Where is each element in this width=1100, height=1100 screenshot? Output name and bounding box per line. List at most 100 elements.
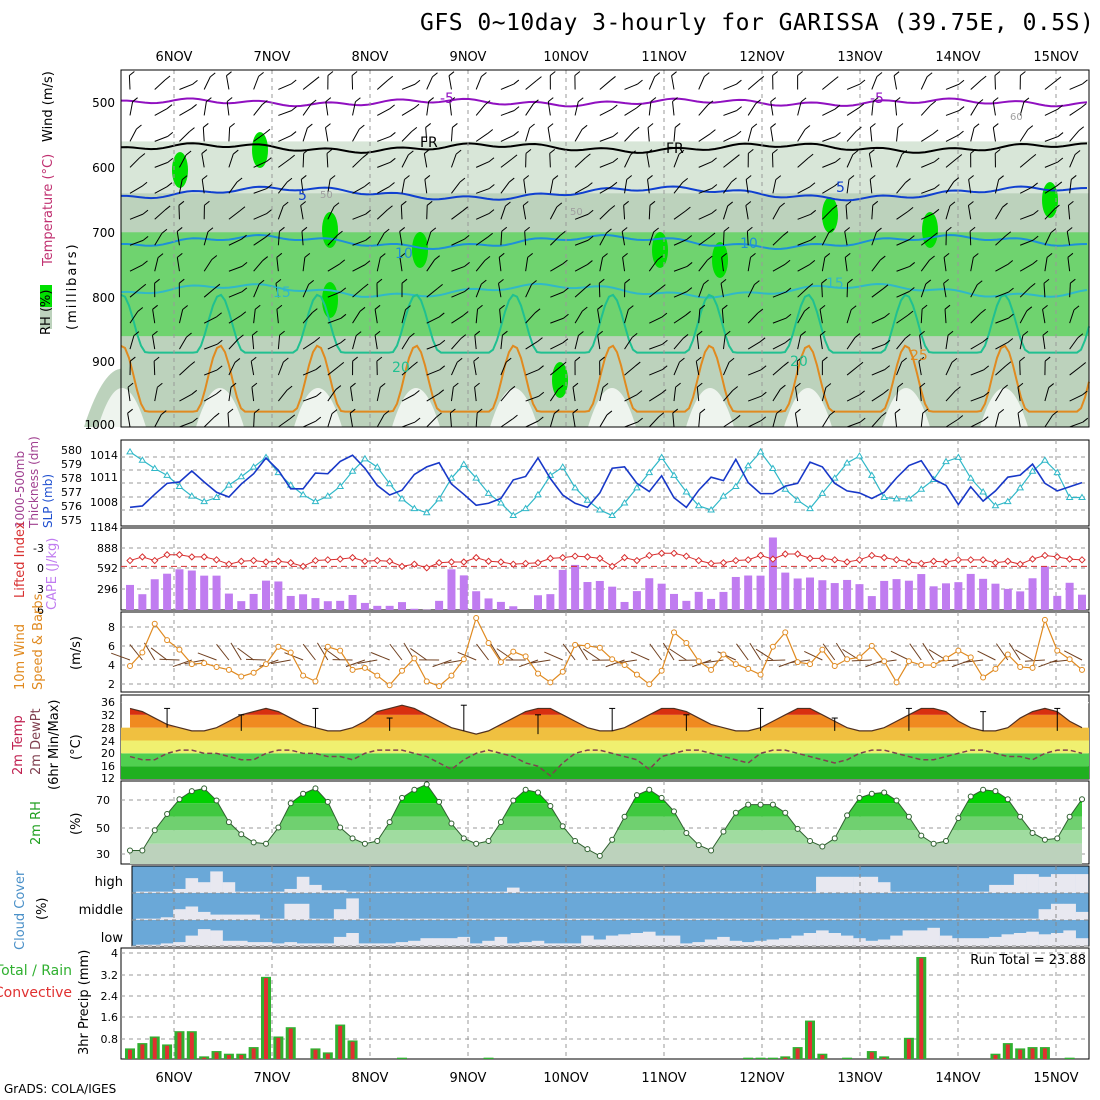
rh-marker	[547, 802, 554, 809]
wind-barb-flag	[453, 382, 459, 388]
wind-barb-aloft	[648, 259, 658, 272]
precip-conv-bar	[128, 1049, 132, 1059]
wind-barb-aloft	[846, 107, 860, 116]
wind-barb-aloft	[797, 129, 806, 142]
temp-band	[121, 766, 1089, 779]
wind-barb-aloft	[970, 257, 974, 272]
wind-barb-aloft	[374, 309, 378, 324]
wind-barb-aloft	[871, 392, 884, 402]
wind-barb-aloft	[1019, 101, 1025, 116]
wind-barb-aloft	[846, 421, 861, 428]
temp-tick: 20	[101, 747, 115, 760]
wind-barb-flag	[142, 235, 149, 241]
wind-barb-aloft	[920, 309, 923, 324]
wind-barb-flag	[884, 339, 891, 345]
wind-barb-10m	[302, 643, 316, 661]
wind-barb-flag	[473, 356, 480, 362]
wind-barb-aloft	[845, 205, 848, 220]
cloud-bar-middle	[902, 918, 916, 920]
wind-barb-flag	[501, 226, 508, 232]
wind-barb-aloft	[698, 213, 712, 220]
wind-barb-aloft	[995, 317, 1009, 324]
wind-barb-flag	[932, 129, 939, 135]
thickness-marker	[855, 452, 864, 459]
cape-bar	[360, 602, 369, 610]
wind-barb-flag	[538, 391, 545, 397]
wind-barb-aloft	[945, 110, 960, 116]
cape-tick: 1184	[90, 521, 118, 534]
wind-barb-aloft	[154, 414, 162, 428]
rh-marker	[856, 794, 863, 801]
cloud-bar-high	[976, 891, 990, 893]
wind-barb-flag	[177, 252, 183, 258]
wind-barb-10m	[822, 643, 836, 661]
wind-barb-aloft	[722, 335, 726, 350]
wind-barb-flag	[572, 382, 579, 388]
wind-barb-flag	[325, 97, 332, 102]
wind-barb-flag	[869, 175, 876, 180]
cloud-bar-high	[618, 891, 631, 893]
wind-barb-aloft	[673, 265, 688, 272]
cloud-bar-low	[1038, 934, 1052, 946]
wind-barb-aloft	[154, 232, 163, 246]
wind-barb-flag	[513, 131, 519, 136]
wind-barb-flag	[525, 148, 532, 154]
wind-barb-flag	[1082, 417, 1089, 423]
wind-barb-flag	[758, 75, 765, 81]
wind-barb-aloft	[649, 393, 662, 402]
wind-barb-flag	[374, 304, 381, 310]
wind-barb-aloft	[203, 316, 217, 324]
rh-marker	[151, 827, 158, 834]
wind-barb-flag	[325, 123, 331, 128]
wind-barb-flag	[152, 304, 158, 310]
wind-barb-flag	[747, 226, 753, 232]
cloud-bar-low	[939, 935, 953, 946]
cloud-bar-middle	[309, 918, 322, 920]
wind-barb-flag	[227, 408, 234, 414]
cloud-bar-low	[791, 935, 804, 946]
wind-barb-flag	[623, 200, 629, 206]
cloud-bar-high	[173, 888, 186, 893]
wind-barb-flag	[1078, 126, 1085, 132]
wind-barb-aloft	[846, 154, 854, 168]
cloud-bar-middle	[210, 914, 223, 920]
wind-barb-flag	[264, 233, 271, 238]
wind-barb-10m	[316, 642, 329, 661]
wind-barb-aloft	[746, 231, 749, 246]
wind-barb-flag	[1007, 260, 1014, 265]
cloud-bar-low	[420, 938, 434, 946]
wind-barb-flag	[869, 149, 875, 154]
li-marker	[1053, 553, 1061, 561]
wind-barb-aloft	[745, 179, 749, 194]
wind-barb-flag	[721, 252, 727, 258]
precip-conv-bar	[165, 1045, 170, 1059]
wind-barb-flag	[930, 100, 937, 106]
wind-barb-flag	[1008, 287, 1014, 293]
wind-barb-flag	[572, 408, 579, 414]
cloud-bar-high	[284, 888, 298, 893]
wind-barb-flag	[832, 76, 839, 82]
cloud-bar-middle	[432, 918, 446, 920]
wind-barb-flag	[464, 262, 470, 267]
thickness-marker	[731, 482, 740, 489]
thickness-marker	[150, 464, 159, 471]
thickness-marker	[299, 490, 307, 498]
wind-barb-aloft	[896, 127, 899, 142]
wind-speed-marker	[423, 678, 430, 685]
wind-barb-flag	[859, 390, 865, 396]
wind-barb-aloft	[326, 153, 329, 168]
wind-barb-aloft	[352, 335, 357, 350]
wind-barb-flag	[166, 104, 173, 110]
wind-barb-10m	[1064, 650, 1083, 661]
cloud-bar-high	[1038, 876, 1052, 893]
wind-barb-flag	[829, 410, 836, 416]
rh-marker	[881, 789, 888, 796]
cape-bar	[509, 606, 518, 610]
wind-barb-aloft	[1019, 263, 1033, 272]
thickness-marker	[534, 490, 542, 498]
wind-barb-aloft	[228, 338, 239, 350]
wind-speed-marker	[188, 661, 195, 668]
wind-barb-flag	[178, 278, 185, 284]
cloud-bar-low	[370, 943, 384, 946]
wind-barb-flag	[944, 304, 951, 310]
